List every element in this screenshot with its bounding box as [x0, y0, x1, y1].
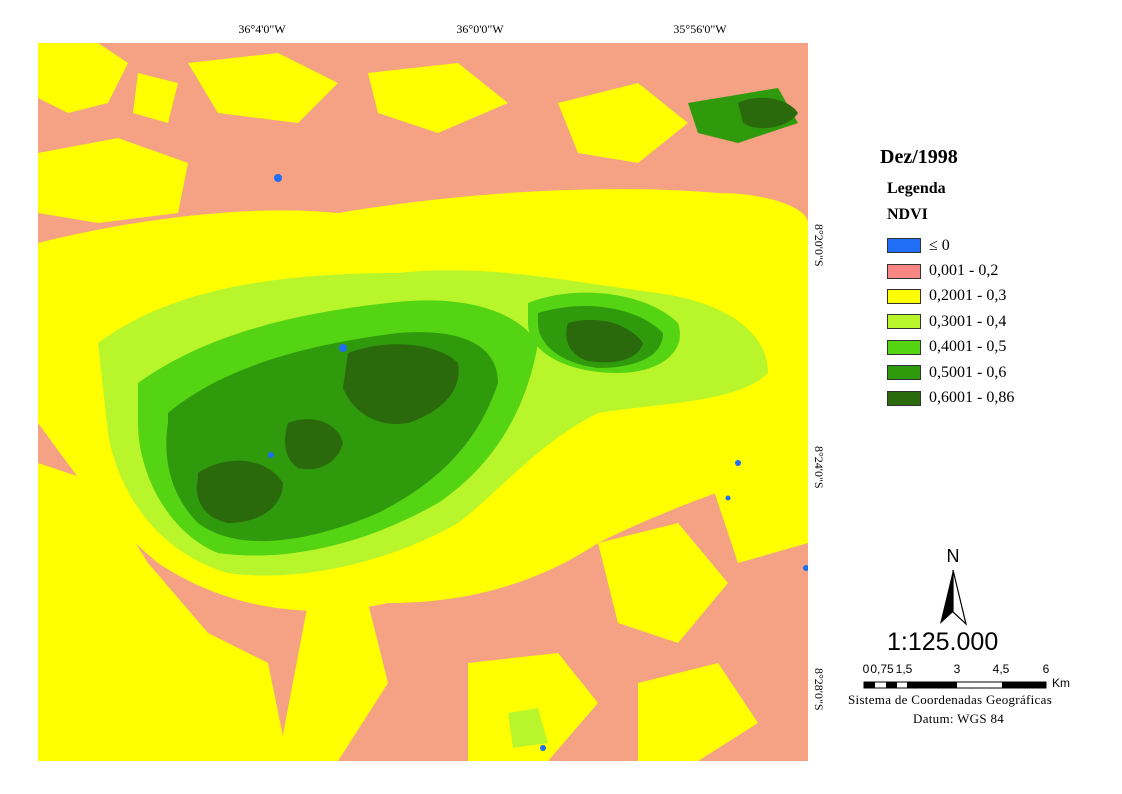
- longitude-label: 36°0'0"W: [456, 22, 504, 36]
- longitude-label: 35°56'0"W: [673, 22, 727, 36]
- legend-heading: Legenda: [887, 180, 946, 197]
- scalebar-tick-label: 1,5: [895, 662, 913, 676]
- legend-swatch: [887, 390, 921, 406]
- scalebar-tick-label: 0,75: [870, 662, 894, 676]
- scalebar-tick-label: 0: [862, 662, 870, 676]
- latitude-label: 8°28'0"S: [812, 668, 826, 711]
- scale-ratio: 1:125.000: [887, 628, 999, 656]
- legend-item: 0,3001 - 0,4: [887, 309, 1014, 334]
- legend-item: 0,6001 - 0,86: [887, 385, 1014, 410]
- ndvi-raster: [38, 43, 808, 761]
- scalebar-unit: Km: [1052, 676, 1070, 690]
- map-title: Dez/1998: [880, 146, 958, 168]
- scalebar-graphic: [863, 681, 1047, 689]
- legend-swatch: [887, 263, 921, 279]
- coordinate-system: Sistema de Coordenadas Geográficas: [848, 692, 1053, 707]
- ndvi-map[interactable]: [38, 43, 808, 761]
- legend-item: 0,4001 - 0,5: [887, 335, 1014, 360]
- legend-swatch: [887, 314, 921, 330]
- legend-field-name: NDVI: [887, 206, 928, 223]
- north-arrow-icon: N: [940, 546, 968, 626]
- scalebar-tick-label: 6: [1042, 662, 1050, 676]
- water-bodies: [268, 174, 808, 751]
- north-label: N: [947, 546, 960, 566]
- legend-label: ≤ 0: [929, 236, 950, 254]
- legend-swatch: [887, 365, 921, 381]
- legend-item: ≤ 0: [887, 233, 1014, 258]
- legend-swatch: [887, 339, 921, 355]
- dark-green-class-areas: [196, 97, 798, 523]
- legend-item: 0,5001 - 0,6: [887, 360, 1014, 385]
- latitude-label: 8°20'0"S: [812, 224, 826, 267]
- legend-swatch: [887, 238, 921, 254]
- legend-item: 0,2001 - 0,3: [887, 284, 1014, 309]
- legend-label: 0,5001 - 0,6: [929, 363, 1007, 381]
- latitude-label: 8°24'0"S: [812, 446, 826, 489]
- legend-item: 0,001 - 0,2: [887, 258, 1014, 283]
- scalebar: 0 0,75 1,5 3 4,5 6: [862, 662, 1062, 696]
- legend-label: 0,4001 - 0,5: [929, 338, 1007, 356]
- legend-label: 0,2001 - 0,3: [929, 287, 1007, 305]
- legend-swatch: [887, 288, 921, 304]
- legend: ≤ 0 0,001 - 0,2 0,2001 - 0,3 0,3001 - 0,…: [887, 233, 1014, 411]
- scalebar-tick-label: 3: [953, 662, 961, 676]
- legend-label: 0,3001 - 0,4: [929, 312, 1007, 330]
- datum: Datum: WGS 84: [913, 711, 1005, 726]
- legend-label: 0,001 - 0,2: [929, 262, 999, 280]
- legend-label: 0,6001 - 0,86: [929, 389, 1015, 407]
- scalebar-tick-label: 4,5: [992, 662, 1010, 676]
- longitude-label: 36°4'0"W: [238, 22, 286, 36]
